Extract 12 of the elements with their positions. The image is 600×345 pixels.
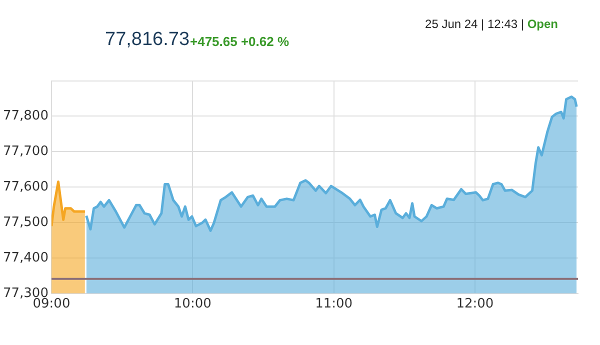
y-tick-label: 77,800 [2,108,48,124]
chart-title: 77,816.73 [105,29,190,51]
y-tick-label: 77,600 [2,179,48,194]
y-tick-label: 77,700 [2,144,48,160]
chart-subtitle: +475.65 +0.62 % [190,34,290,49]
x-tick-label: 09:00 [32,296,70,312]
y-tick-label: 77,500 [2,214,48,230]
y-tick-label: 77,400 [2,250,48,266]
x-tick-label: 11:00 [315,296,353,312]
x-tick-label: 12:00 [456,296,494,312]
text: 25 Jun 24 | 12:43 | Open [425,17,558,31]
x-tick-label: 10:00 [174,296,212,312]
